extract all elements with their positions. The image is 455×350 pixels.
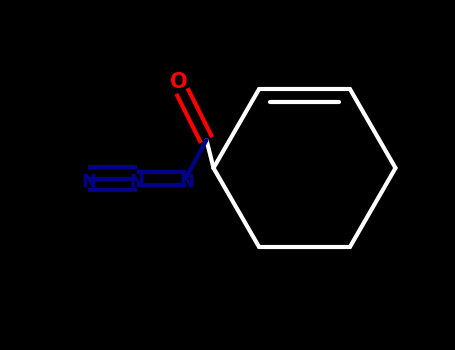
Text: O: O [170,72,187,92]
Text: N: N [180,173,195,191]
Text: N: N [82,173,97,191]
Text: N: N [129,173,144,191]
